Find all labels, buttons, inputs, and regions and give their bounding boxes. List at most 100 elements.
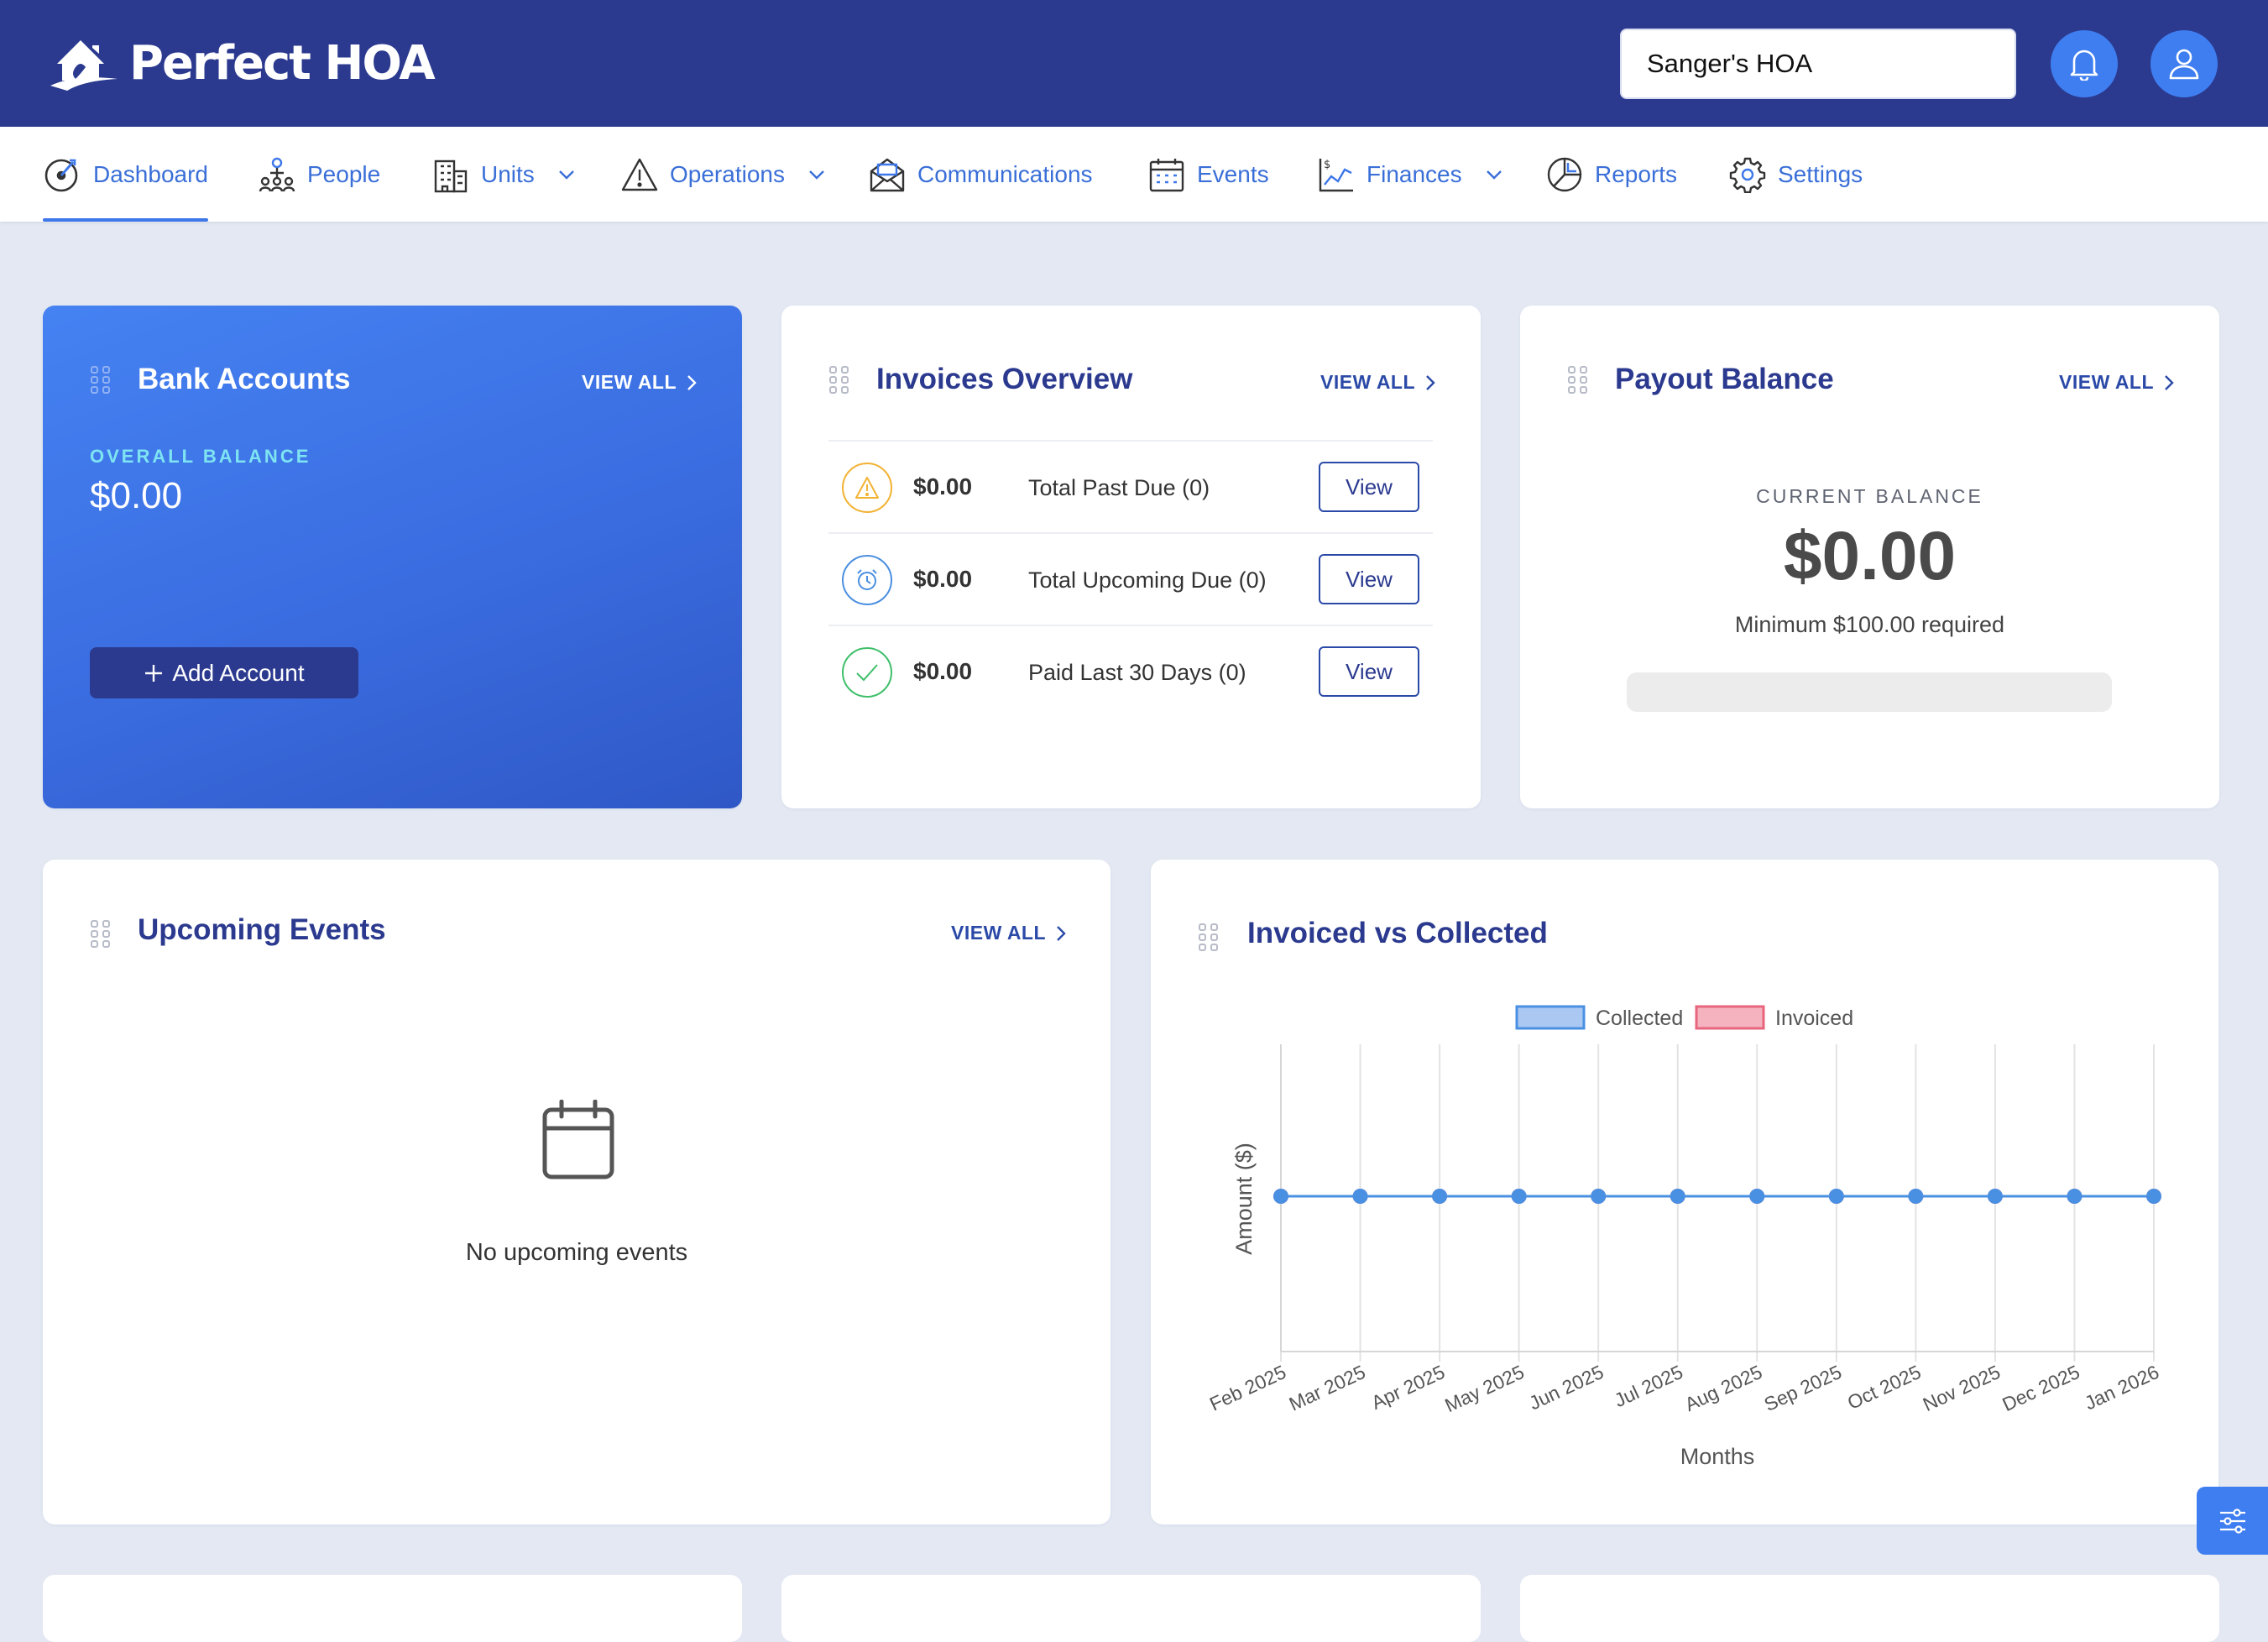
add-account-button[interactable]: Add Account [90,647,358,698]
data-point-collected [1987,1189,2003,1204]
add-account-label: Add Account [172,659,305,686]
nav-events[interactable]: Events [1148,127,1269,222]
legend-swatch-collected [1515,1005,1586,1030]
envelope-icon [870,158,905,191]
invoice-amount: $0.00 [913,566,973,592]
people-icon [259,157,295,191]
logo[interactable]: Perfect HOA [49,34,436,92]
chart-title: Invoiced vs Collected [1247,917,1548,949]
invoice-paid-badge [842,647,892,698]
drag-handle-icon[interactable] [1198,923,1220,953]
nav-operations[interactable]: Operations [621,127,825,222]
x-axis-label: Months [1680,1444,1755,1469]
bottom-card-2 [781,1575,1481,1642]
warning-icon [621,158,658,191]
nav-finances-label: Finances [1367,160,1462,187]
payout-view-all[interactable]: VIEW ALL [2059,371,2174,394]
notifications-button[interactable] [2051,30,2118,97]
view-paid-button[interactable]: View [1319,646,1419,697]
chevron-right-icon [1057,925,1066,941]
nav-reports-label: Reports [1595,160,1678,187]
data-point-collected [1749,1189,1765,1204]
bottom-card-1 [43,1575,742,1642]
profile-button[interactable] [2150,30,2218,97]
payout-balance-card: Payout Balance VIEW ALL CURRENT BALANCE … [1520,306,2219,808]
x-tick-label: Mar 2025 [1286,1361,1369,1415]
gear-icon [1729,157,1766,193]
chevron-right-icon [1426,374,1435,390]
x-tick-label: Jun 2025 [1526,1361,1607,1415]
current-balance-label: CURRENT BALANCE [1756,485,1983,507]
view-past-due-button[interactable]: View [1319,462,1419,512]
x-tick-label: May 2025 [1441,1361,1528,1416]
invoice-row-past-due: $0.00 Total Past Due (0) View [828,440,1433,532]
user-icon [2169,49,2199,80]
nav-settings[interactable]: Settings [1729,127,1863,222]
drag-handle-icon[interactable] [90,365,112,395]
bottom-card-3 [1520,1575,2219,1642]
events-view-all[interactable]: VIEW ALL [951,922,1066,944]
data-point-collected [1591,1189,1607,1204]
nav-finances[interactable]: $ Finances [1318,127,1502,222]
x-tick-label: Feb 2025 [1206,1361,1289,1415]
logo-text: Perfect HOA [129,35,436,91]
bell-icon [2070,50,2098,81]
nav-people[interactable]: People [259,127,380,222]
nav-dashboard[interactable]: Dashboard [43,127,208,222]
bank-accounts-card: Bank Accounts VIEW ALL OVERALL BALANCE $… [43,306,742,808]
x-tick-label: Oct 2025 [1844,1361,1925,1414]
invoice-row-upcoming-due: $0.00 Total Upcoming Due (0) View [828,532,1433,625]
invoice-amount: $0.00 [913,658,973,684]
legend-swatch-invoiced [1695,1005,1765,1030]
x-tick-label: Sep 2025 [1761,1361,1845,1415]
svg-text:$: $ [1324,159,1330,171]
x-tick-label: Apr 2025 [1368,1361,1449,1414]
chevron-right-icon [687,374,697,390]
invoice-label: Paid Last 30 Days (0) [1028,660,1246,685]
nav-units-label: Units [481,160,535,187]
data-point-collected [1828,1189,1844,1204]
view-upcoming-due-button[interactable]: View [1319,554,1419,604]
bank-accounts-title: Bank Accounts [138,363,351,395]
view-all-label: VIEW ALL [1320,371,1416,393]
drag-handle-icon[interactable] [1567,365,1589,395]
view-all-label: VIEW ALL [2059,371,2155,393]
dashboard-icon [44,159,78,191]
chevron-down-icon [558,170,574,180]
chevron-down-icon [1486,170,1502,180]
hoa-selector-value: Sanger's HOA [1647,49,1813,78]
drag-handle-icon[interactable] [828,365,850,395]
x-tick-label: Aug 2025 [1681,1361,1765,1415]
invoice-amount: $0.00 [913,473,973,499]
nav-reports[interactable]: Reports [1546,127,1677,222]
main-nav: Dashboard People Units Operations Commun… [0,127,2268,222]
view-all-label: VIEW ALL [951,922,1047,944]
invoices-view-all[interactable]: VIEW ALL [1320,371,1435,394]
invoices-overview-card: Invoices Overview VIEW ALL $0.00 Total P… [781,306,1481,808]
pie-chart-icon [1547,157,1582,191]
nav-events-label: Events [1197,160,1269,187]
nav-units[interactable]: Units [432,127,575,222]
legend-label-collected: Collected [1596,1007,1683,1030]
invoice-label: Total Upcoming Due (0) [1028,567,1267,593]
building-icon [434,159,468,192]
invoiced-vs-collected-card: Invoiced vs Collected Feb 2025 Mar 2025 Ap… [1151,860,2218,1524]
calendar-empty-icon [542,1100,614,1179]
x-tick-label: Nov 2025 [1920,1361,2004,1415]
x-tick-label: Dec 2025 [1999,1361,2082,1415]
finance-chart-icon: $ [1319,158,1353,191]
data-point-collected [1432,1189,1448,1204]
check-icon [856,664,878,682]
customize-dashboard-button[interactable] [2197,1487,2268,1555]
data-point-collected [1352,1189,1368,1204]
calendar-icon [1149,158,1184,191]
bank-accounts-view-all[interactable]: VIEW ALL [582,371,697,394]
no-events-text: No upcoming events [465,1239,688,1266]
data-point-collected [2067,1189,2082,1204]
drag-handle-icon[interactable] [90,919,112,949]
nav-communications[interactable]: Communications [869,127,1093,222]
hoa-selector[interactable]: Sanger's HOA [1620,29,2016,99]
payout-progress-bar [1627,672,2112,712]
nav-dashboard-label: Dashboard [93,160,208,187]
